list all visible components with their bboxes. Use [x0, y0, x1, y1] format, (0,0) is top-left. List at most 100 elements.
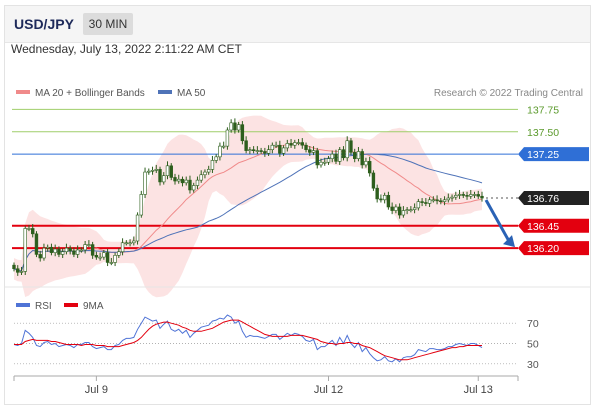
candle-body — [38, 254, 42, 259]
forecast-arrow — [484, 199, 515, 248]
candle-body — [266, 149, 271, 154]
candle-body — [45, 246, 50, 249]
level-tag — [518, 218, 589, 233]
research-credit: Research © 2022 Trading Central — [434, 88, 583, 99]
candle-body — [469, 194, 473, 197]
candle-body — [169, 165, 173, 178]
candle-body — [68, 247, 72, 252]
rsi-panel: 70 50 30 — [13, 314, 539, 371]
candle-body — [143, 171, 147, 195]
candle-body — [375, 187, 379, 200]
candle-body — [27, 228, 31, 230]
candle-body — [23, 228, 27, 272]
candle-body — [12, 264, 16, 270]
level-label: 136.45 — [527, 221, 559, 233]
candle-body — [90, 244, 95, 256]
candle-body — [120, 242, 125, 253]
candle-body — [102, 252, 106, 258]
timeframe-button[interactable]: 30 MIN — [83, 13, 133, 35]
candle-body — [390, 206, 394, 211]
candle-body — [300, 142, 304, 146]
candle-body — [87, 244, 91, 246]
candle-body — [315, 150, 319, 166]
candle-body — [476, 194, 480, 197]
candle-body — [206, 169, 211, 173]
candle-body — [244, 140, 248, 151]
candle-body — [225, 129, 230, 147]
bollinger-band-fill — [14, 115, 482, 298]
candle-body — [472, 194, 477, 196]
rsi-tick-label: 70 — [527, 318, 539, 330]
ma20-legend-label: MA 20 + Bollinger Bands — [35, 88, 145, 99]
candle-body — [416, 201, 421, 209]
candle-body — [397, 206, 402, 216]
candle-body — [139, 194, 143, 216]
candle-body — [420, 201, 424, 203]
candle-body — [64, 247, 69, 253]
candle-body — [75, 249, 80, 255]
level-tag — [518, 191, 589, 206]
rsi-ma-legend-label: 9MA — [83, 301, 104, 312]
level-label: 137.75 — [527, 104, 559, 116]
price-levels: 137.75 137.50 137.25 136.76 136.45 136.20 — [12, 104, 589, 256]
candle-body — [349, 140, 353, 153]
candle-body — [233, 122, 237, 131]
candle-body — [113, 255, 117, 263]
candle-body — [394, 206, 398, 211]
candle-body — [210, 160, 215, 170]
candle-body — [214, 156, 218, 161]
main-legend: MA 20 + Bollinger Bands MA 50 Research ©… — [16, 88, 583, 99]
ma50-legend-label: MA 50 — [177, 88, 206, 99]
candle-body — [16, 268, 20, 273]
candle-body — [293, 142, 297, 146]
candle-body — [461, 194, 465, 196]
candle-body — [457, 194, 462, 196]
candle-body — [150, 169, 155, 172]
candlesticks — [12, 118, 484, 276]
candle-body — [326, 158, 331, 163]
candle-body — [450, 196, 454, 199]
candle-body — [31, 228, 35, 235]
x-axis: Jul 9 Jul 12 Jul 13 — [13, 375, 519, 396]
candle-body — [442, 199, 447, 202]
candle-body — [296, 142, 301, 144]
candle-body — [83, 244, 87, 251]
candle-body — [60, 251, 65, 255]
chart-header: USD/JPY 30 MIN — [5, 6, 590, 43]
candle-body — [405, 209, 409, 211]
candle-body — [192, 185, 196, 191]
candle-body — [353, 152, 357, 159]
level-label: 137.50 — [527, 127, 559, 139]
candle-body — [323, 161, 327, 164]
candle-body — [371, 172, 376, 189]
candle-body — [162, 175, 166, 183]
rsi-legend-swatch — [16, 303, 30, 307]
candle-body — [173, 177, 177, 182]
candle-body — [165, 165, 170, 176]
candle-body — [465, 195, 469, 197]
x-tick-label: Jul 12 — [314, 384, 343, 396]
candle-body — [409, 209, 413, 211]
level-label: 137.25 — [527, 149, 559, 161]
candle-body — [345, 140, 349, 159]
rsi-legend: RSI 9MA — [16, 301, 104, 312]
candle-body — [454, 195, 458, 198]
rsi-tick-label: 30 — [527, 359, 539, 371]
candle-body — [367, 161, 372, 174]
level-label: 136.76 — [527, 193, 559, 205]
candle-body — [304, 144, 308, 151]
candle-body — [236, 124, 241, 131]
candle-body — [79, 249, 84, 252]
candle-body — [195, 179, 200, 186]
candle-body — [435, 199, 439, 202]
symbol-label: USD/JPY — [14, 16, 74, 32]
candle-body — [105, 252, 110, 263]
candle-body — [289, 143, 293, 146]
candle-body — [158, 169, 162, 183]
candle-body — [255, 150, 260, 152]
forecast-arrow-shaft — [484, 199, 511, 242]
candle-body — [412, 207, 417, 210]
candle-body — [360, 151, 364, 166]
rsi-legend-label: RSI — [35, 301, 52, 312]
chart-datetime: Wednesday, July 13, 2022 2:11:22 AM CET — [11, 42, 242, 56]
